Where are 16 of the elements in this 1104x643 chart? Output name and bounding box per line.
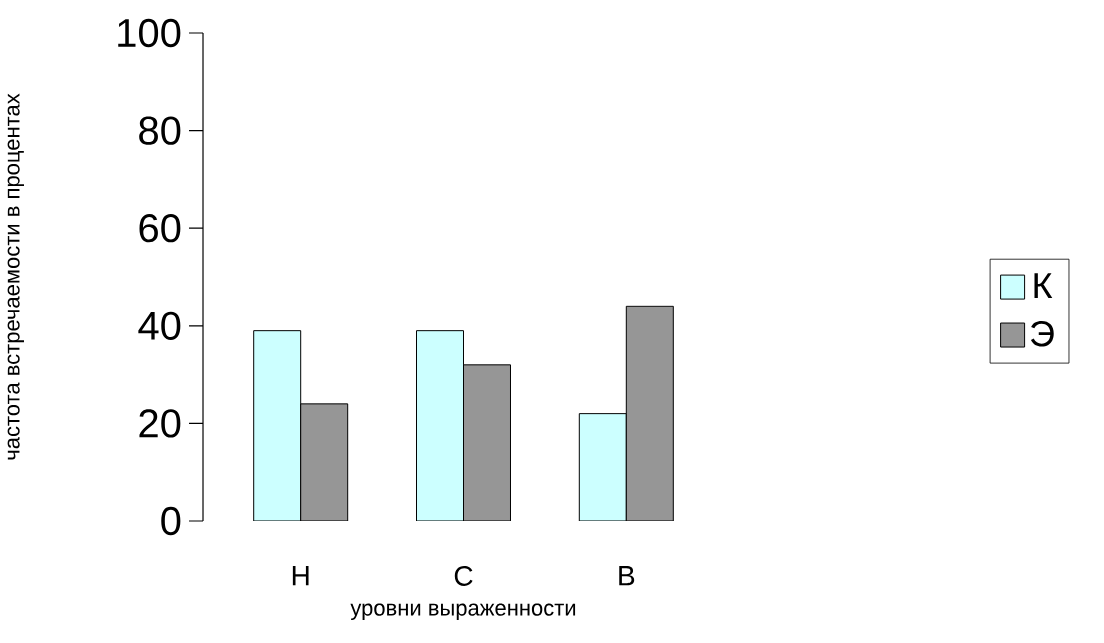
y-axis-title: частота встречаемости в процентах — [7, 93, 24, 460]
y-tick-label: 0 — [161, 506, 181, 536]
legend-label: Э — [1030, 320, 1054, 347]
y-tick-label: 60 — [139, 214, 181, 243]
bar — [416, 330, 465, 521]
legend-label: К — [1034, 273, 1053, 298]
y-tick-label: 100 — [118, 18, 181, 48]
x-axis-title: уровни выраженности — [350, 603, 576, 620]
bar — [578, 413, 627, 521]
x-tick-label: С — [454, 566, 473, 586]
y-tick-label: 40 — [138, 311, 181, 340]
y-tick-label: 80 — [139, 116, 181, 145]
x-tick-label: В — [619, 566, 635, 586]
bar — [253, 330, 302, 521]
y-tick-label: 20 — [139, 409, 181, 438]
x-tick-label: Н — [292, 566, 309, 586]
